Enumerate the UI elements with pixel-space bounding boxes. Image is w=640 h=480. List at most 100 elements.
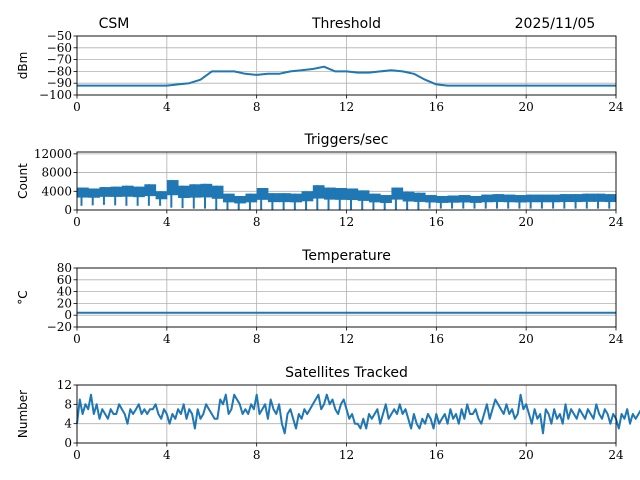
x-tick-label: 24 (608, 332, 624, 346)
axes-frame (76, 151, 617, 211)
x-tick-label: 20 (519, 332, 534, 346)
y-tick-label: 4 (64, 417, 72, 431)
series-band (245, 193, 258, 203)
series-band (357, 190, 370, 201)
x-tick-label: 8 (253, 100, 261, 114)
series-band (256, 188, 269, 200)
axes-frame (76, 384, 617, 444)
subplot-satellites-tracked: Satellites Tracked Number 0 4 8 12 16 20 24 0 4 8 12 (16, 365, 640, 462)
y-tick-label: 0 (64, 308, 72, 322)
series-band (166, 180, 179, 196)
series-band (335, 188, 347, 200)
x-tick-label: 16 (429, 100, 444, 114)
x-tick-label: 24 (608, 448, 624, 462)
x-tick-label: 12 (339, 215, 354, 229)
y-axis-label: °C (16, 290, 30, 304)
series-band (110, 186, 123, 197)
series-band (290, 193, 303, 203)
series-band (99, 187, 112, 197)
series-band (144, 184, 157, 197)
x-tick-label: 16 (429, 215, 444, 229)
y-tick-label: 8000 (41, 166, 72, 180)
x-tick-label: 4 (163, 100, 171, 114)
header-date-label: 2025/11/05 (515, 16, 596, 32)
x-tick-label: 24 (608, 215, 624, 229)
y-axis-label: Count (16, 163, 30, 199)
series-band (77, 187, 89, 198)
series-line (76, 393, 640, 435)
x-tick-label: 12 (339, 332, 354, 346)
series-band (312, 185, 325, 199)
x-tick-label: 12 (339, 100, 354, 114)
x-tick-label: 0 (73, 448, 81, 462)
subplot-title: Temperature (301, 248, 391, 264)
series-band (425, 195, 437, 203)
y-tick-label: 8 (64, 397, 72, 411)
y-tick-label: −50 (47, 29, 72, 43)
y-tick-label: −90 (47, 76, 72, 90)
series-band (178, 185, 190, 199)
y-tick-label: 0 (64, 436, 72, 450)
x-tick-label: 0 (73, 332, 81, 346)
series-band (481, 194, 493, 203)
y-tick-label: 4000 (41, 184, 72, 198)
series-band (155, 191, 168, 200)
series-band (503, 194, 516, 203)
y-axis-label: Number (16, 390, 30, 438)
x-tick-label: 0 (73, 215, 81, 229)
x-tick-label: 8 (253, 215, 261, 229)
series-band (234, 195, 246, 204)
header-left-label: CSM (99, 16, 130, 32)
x-tick-label: 20 (519, 100, 534, 114)
series-band (200, 183, 213, 198)
x-tick-label: 4 (163, 215, 171, 229)
subplot-title: Triggers/sec (304, 132, 389, 148)
series-band (458, 195, 471, 203)
y-tick-label: 0 (64, 203, 72, 217)
y-tick-label: 12000 (34, 147, 72, 161)
series-band (548, 194, 561, 203)
subplot-threshold: Threshold dBm 0 4 8 12 16 20 24 −100−90−80−70−60−… (16, 16, 624, 114)
y-tick-label: −70 (47, 53, 72, 67)
series-band (133, 186, 145, 198)
axes-frame (76, 35, 617, 96)
series-band (211, 185, 224, 199)
series-band (514, 195, 527, 203)
x-tick-label: 16 (429, 448, 444, 462)
series-band (402, 191, 415, 202)
x-tick-label: 16 (429, 332, 444, 346)
series-band (492, 194, 505, 203)
series-band (604, 194, 617, 203)
x-tick-label: 20 (519, 215, 534, 229)
series-band (413, 192, 426, 202)
subplot-title: Satellites Tracked (285, 365, 408, 381)
x-tick-label: 8 (253, 332, 261, 346)
y-tick-label: 80 (57, 261, 72, 275)
x-tick-label: 20 (519, 448, 534, 462)
y-tick-label: −80 (47, 64, 72, 78)
series-band (593, 193, 606, 202)
series-band (436, 195, 449, 203)
series-band (571, 194, 583, 203)
series-band (537, 194, 550, 203)
x-tick-label: 12 (339, 448, 354, 462)
series-band (346, 188, 359, 201)
series-line (77, 65, 616, 87)
series-band (470, 195, 482, 203)
subplot-triggers-sec: Triggers/sec Count 0 4 8 12 16 20 24 0 4000 8000 120… (16, 132, 624, 229)
y-tick-label: 20 (57, 296, 72, 310)
series-band (391, 187, 404, 200)
series-band (88, 188, 100, 198)
series-band (368, 193, 381, 203)
subplot-title: Threshold (311, 16, 381, 32)
x-tick-label: 4 (163, 332, 171, 346)
series-band (301, 191, 314, 202)
series-band (267, 193, 280, 203)
x-tick-label: 0 (73, 100, 81, 114)
series-band (121, 185, 134, 197)
y-tick-label: −20 (47, 320, 72, 334)
y-tick-label: 40 (57, 285, 72, 299)
series-band (189, 184, 202, 198)
y-tick-label: 60 (57, 273, 72, 287)
